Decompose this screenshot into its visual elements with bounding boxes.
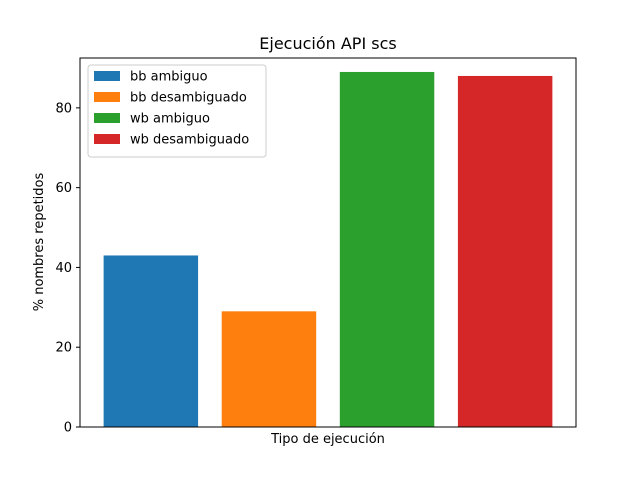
bar-wb-desambiguado xyxy=(457,75,553,427)
y-axis-ticks: 0 20 40 60 80 xyxy=(55,101,80,436)
plot-frame xyxy=(79,57,577,428)
y-axis-label: % nombres repetidos xyxy=(32,173,47,312)
legend-swatch xyxy=(94,113,120,123)
y-tick-label: 80 xyxy=(55,101,72,116)
legend-label: bb desambiguado xyxy=(130,91,247,106)
legend-label: wb desambiguado xyxy=(130,133,249,148)
bar-wb-ambiguo xyxy=(339,71,435,428)
y-tick-label: 0 xyxy=(64,421,72,436)
legend: bb ambiguo bb desambiguado wb ambiguo wb de… xyxy=(87,64,267,158)
legend-label: wb ambiguo xyxy=(130,112,210,127)
x-axis-label: Tipo de ejecución xyxy=(270,432,385,447)
y-tick-label: 20 xyxy=(55,341,72,356)
y-tick-label: 60 xyxy=(55,181,72,196)
bar-bb-ambiguo xyxy=(103,255,199,427)
y-tick-label: 40 xyxy=(55,261,72,276)
legend-box xyxy=(87,64,267,158)
legend-swatch xyxy=(94,92,120,102)
legend-swatch xyxy=(94,71,120,81)
bar-bb-desambiguado xyxy=(221,311,317,427)
legend-swatch xyxy=(94,134,120,144)
legend-label: bb ambiguo xyxy=(130,70,208,85)
chart-title: Ejecución API scs xyxy=(259,34,396,53)
bars-group xyxy=(103,71,553,428)
